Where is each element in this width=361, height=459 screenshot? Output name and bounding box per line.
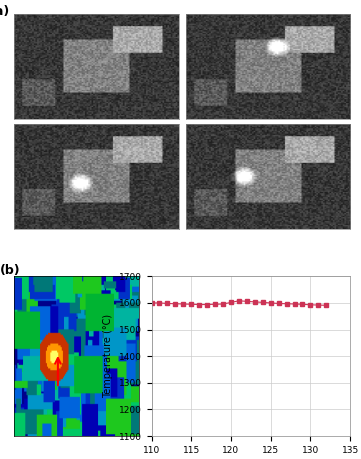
Text: (b): (b) <box>0 263 20 276</box>
Text: (a): (a) <box>0 6 10 18</box>
Y-axis label: Temperature (°C): Temperature (°C) <box>103 314 113 398</box>
